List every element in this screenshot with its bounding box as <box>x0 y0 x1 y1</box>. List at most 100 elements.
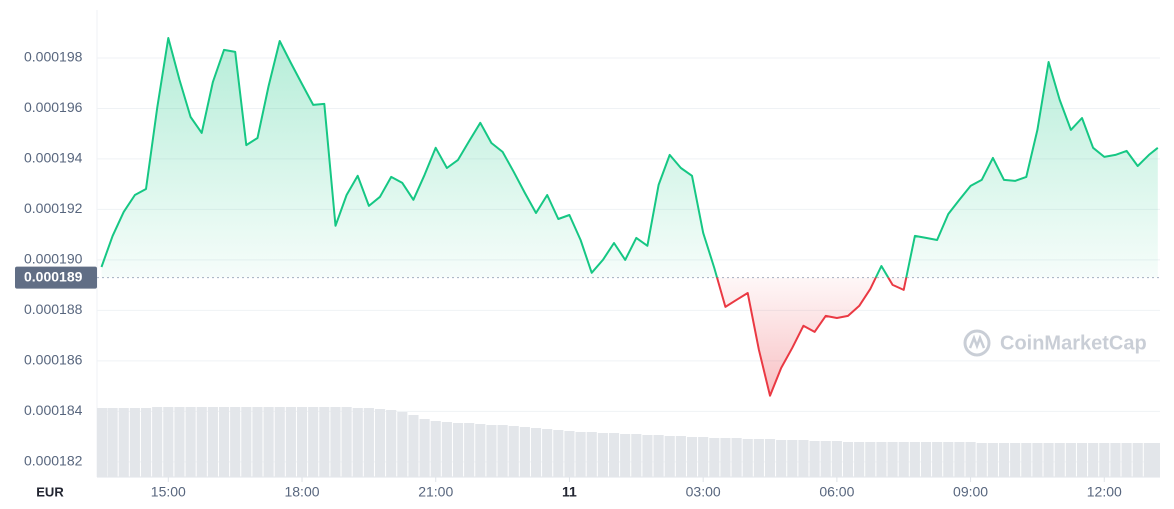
volume-bar <box>742 439 753 477</box>
volume-bar <box>475 424 486 477</box>
volume-bar <box>787 440 798 477</box>
volume-bar <box>854 442 865 477</box>
y-tick-label: 0.000194 <box>24 150 83 166</box>
volume-bar <box>252 407 263 477</box>
watermark-text: CoinMarketCap <box>1000 332 1147 354</box>
volume-bar <box>118 408 129 477</box>
baseline-badge <box>15 266 97 289</box>
volume-bar <box>976 443 987 477</box>
volume-bar <box>152 407 163 477</box>
watermark-logo <box>963 329 991 357</box>
volume-bar <box>720 438 731 477</box>
volume-bar <box>397 412 408 477</box>
volume-bar <box>218 407 230 477</box>
volume-bar <box>464 423 475 477</box>
volume-bar <box>196 407 207 477</box>
volume-bar <box>1010 443 1021 477</box>
volume-bar <box>920 442 932 477</box>
volume-bar <box>319 407 330 477</box>
x-tick-label: 09:00 <box>953 484 988 500</box>
volume-bar <box>296 407 308 477</box>
y-tick-label: 0.000196 <box>24 99 83 115</box>
volume-bar <box>530 428 542 477</box>
volume-bar <box>776 440 787 477</box>
volume-bar <box>308 407 319 477</box>
volume-bar <box>241 407 252 477</box>
volume-bar <box>842 442 854 477</box>
x-tick-label: 11 <box>562 484 577 500</box>
volume-bar <box>943 442 954 477</box>
volume-bar <box>1152 443 1160 477</box>
volume-bar <box>709 438 720 477</box>
volume-bar <box>1088 443 1099 477</box>
volume-bar <box>363 408 374 477</box>
x-tick-label: 06:00 <box>819 484 854 500</box>
volume-bar <box>675 436 686 477</box>
volume-bar <box>1121 443 1132 477</box>
volume-bar <box>597 433 608 477</box>
volume-bar <box>185 407 196 477</box>
watermark: CoinMarketCap <box>963 329 1147 357</box>
volume-bar <box>653 435 664 477</box>
volume-bar <box>586 432 597 477</box>
volume-bar <box>542 429 553 477</box>
volume-bar <box>731 438 742 477</box>
watermark-logo-mark <box>968 334 986 350</box>
volume-bar <box>698 437 709 477</box>
volume-bar <box>174 407 185 477</box>
volume-bar <box>430 421 441 477</box>
volume-bar <box>1099 443 1110 477</box>
volume-bar <box>519 427 530 477</box>
volume-bar <box>285 407 296 477</box>
volume-bar <box>129 408 140 477</box>
volume-bar <box>998 443 1010 477</box>
currency-label: EUR <box>36 484 64 499</box>
volume-bar <box>452 423 464 477</box>
volume-bar <box>1054 443 1065 477</box>
volume-bar <box>954 442 965 477</box>
y-tick-label: 0.000198 <box>24 49 83 65</box>
y-tick-label: 0.000186 <box>24 352 83 368</box>
volume-bar <box>642 435 653 477</box>
volume-bar <box>419 419 430 477</box>
volume-bar <box>107 408 118 477</box>
volume-bar <box>753 439 764 477</box>
volume-bar <box>664 436 675 477</box>
price-line <box>100 37 1159 397</box>
volume-bar <box>1143 443 1154 477</box>
baseline-label: 0.000189 <box>24 268 83 284</box>
volume-bar <box>898 442 909 477</box>
volume-bar <box>1021 443 1032 477</box>
volume-bar <box>97 408 108 477</box>
x-tick-label: 15:00 <box>151 484 186 500</box>
x-tick-label: 12:00 <box>1087 484 1122 500</box>
volume-bar <box>207 407 218 477</box>
volume-bar <box>987 443 998 477</box>
volume-bar <box>263 407 274 477</box>
volume-bar <box>441 422 452 477</box>
volume-bar <box>932 442 943 477</box>
volume-bar <box>386 410 397 477</box>
y-tick-label: 0.000182 <box>24 453 83 469</box>
volume-bar <box>965 442 976 477</box>
volume-bar <box>865 442 876 477</box>
volume-bar <box>887 442 898 477</box>
volume-bar <box>831 441 842 477</box>
volume-bar <box>909 442 920 477</box>
volume-bar <box>608 433 620 477</box>
volume-bar <box>374 409 386 477</box>
volume-bar <box>620 434 631 477</box>
volume-bar <box>564 431 575 477</box>
volume-bar <box>408 415 419 477</box>
volume-bar <box>330 407 341 477</box>
volume-bar <box>575 432 586 477</box>
volume-bar <box>809 441 820 477</box>
volume-bar <box>497 425 508 477</box>
volume-bar <box>1110 443 1121 477</box>
volume-bar <box>163 407 174 477</box>
y-tick-label: 0.000184 <box>24 402 83 418</box>
volume-bar <box>876 442 887 477</box>
volume-bar <box>553 430 564 477</box>
